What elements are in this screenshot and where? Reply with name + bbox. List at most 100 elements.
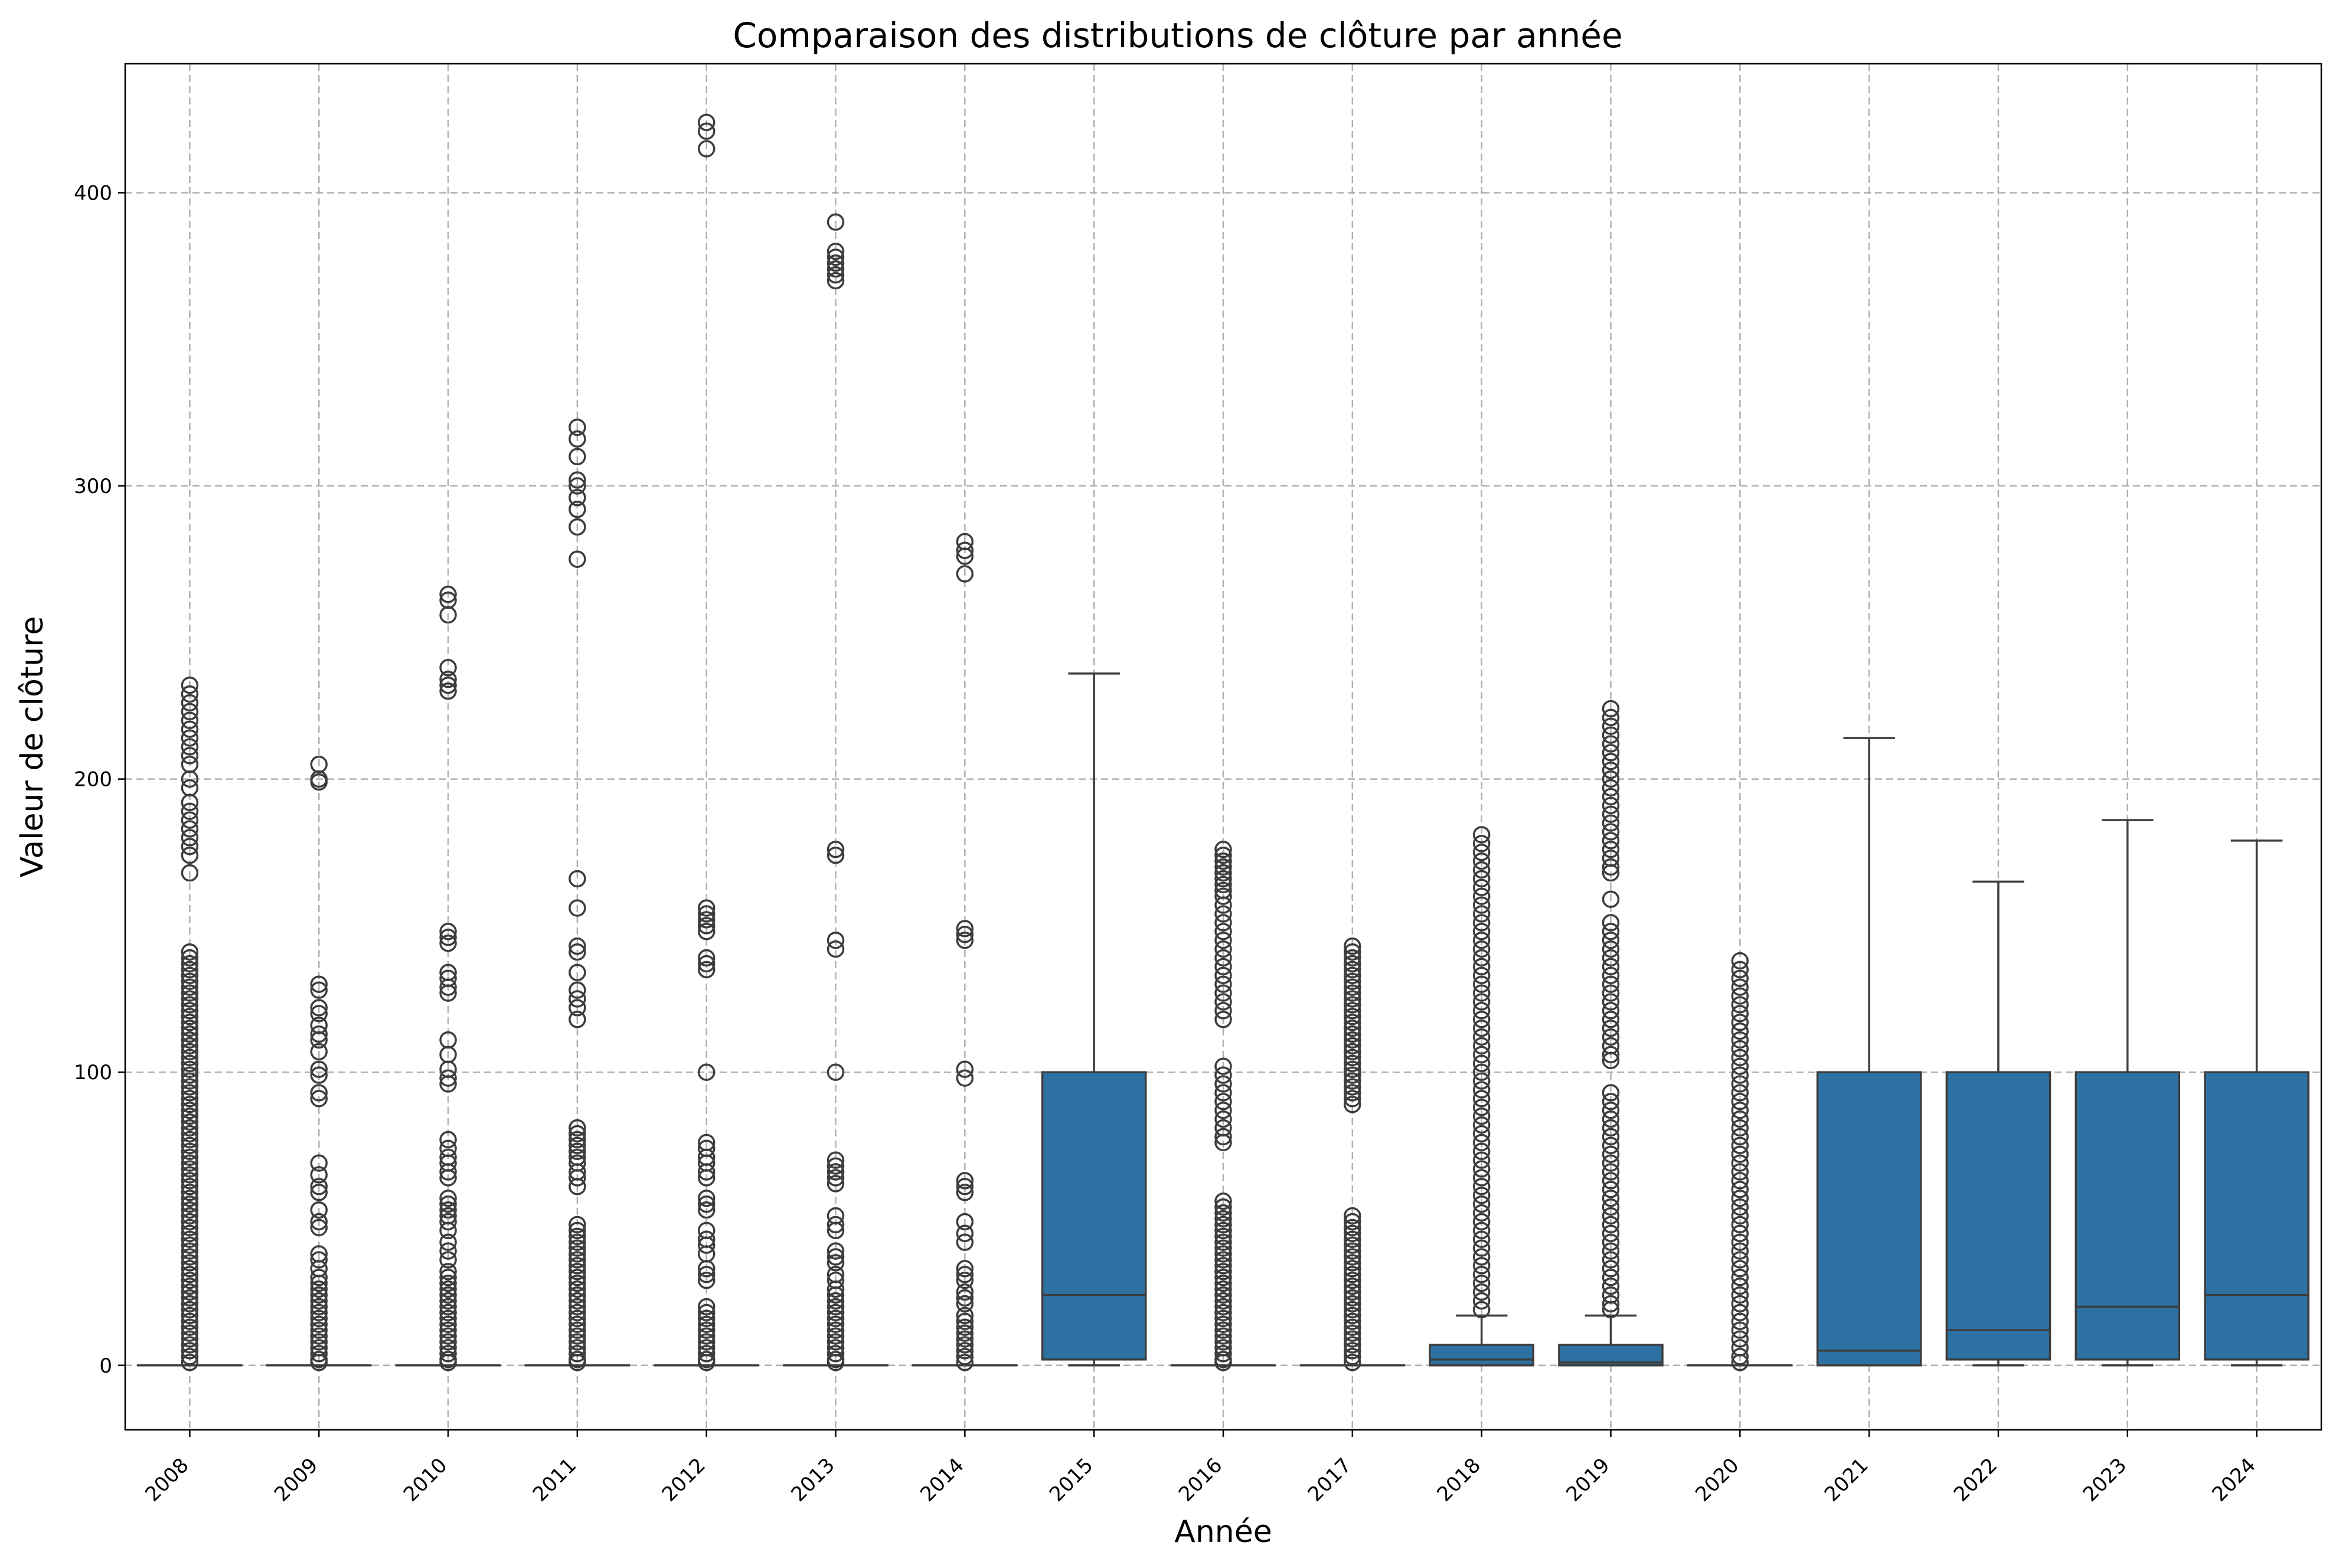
outlier-point [1731, 1057, 1749, 1076]
outlier-point [1214, 1011, 1232, 1028]
outlier-point [569, 1354, 586, 1371]
outlier-point [1602, 1093, 1620, 1110]
outlier-point [439, 1233, 457, 1251]
outlier-point [439, 1189, 457, 1207]
outlier-point [697, 1298, 716, 1316]
outlier-point [1602, 1260, 1620, 1278]
outlier-point [310, 1251, 328, 1269]
outlier-point [956, 1306, 974, 1325]
x-tick-label: 2022 [1949, 1453, 2002, 1506]
outlier-point [1731, 1321, 1749, 1339]
outlier-point [569, 1169, 586, 1187]
outlier-point [1472, 1169, 1491, 1187]
outlier-point [1214, 887, 1232, 905]
outlier-point [1602, 1198, 1620, 1216]
outlier-point [310, 1280, 328, 1298]
outlier-point [1214, 1304, 1232, 1322]
outlier-point [1602, 1216, 1620, 1234]
outlier-point [569, 489, 586, 507]
outlier-point [181, 1008, 199, 1025]
outlier-point [1214, 1263, 1232, 1280]
x-tick-label: 2013 [786, 1453, 839, 1506]
outlier-point [1472, 844, 1491, 861]
outlier-point [439, 1201, 457, 1219]
outlier-point [1214, 1309, 1232, 1328]
outlier-point [1344, 949, 1361, 967]
outlier-point [439, 929, 457, 946]
outlier-point [569, 1327, 586, 1345]
outlier-point [569, 1131, 586, 1149]
outlier-point [1344, 966, 1361, 985]
outlier-point [1472, 861, 1491, 879]
box-2017 [1299, 937, 1406, 1371]
outlier-point [181, 1277, 199, 1295]
outlier-point [1472, 1037, 1491, 1055]
outlier-point [181, 1312, 199, 1331]
outlier-point [181, 811, 199, 829]
outlier-point [827, 213, 845, 231]
outlier-point [181, 1002, 199, 1020]
outlier-point [181, 1054, 199, 1073]
outlier-point [181, 1266, 199, 1283]
outlier-point [310, 981, 328, 999]
outlier-point [1472, 1178, 1491, 1195]
outlier-point [1602, 796, 1620, 815]
outlier-point [1344, 955, 1361, 973]
outlier-point [1731, 1172, 1749, 1190]
outlier-point [697, 1315, 716, 1333]
outlier-point [181, 793, 199, 812]
outlier-point [1472, 1011, 1491, 1028]
outlier-point [1731, 1066, 1749, 1084]
outlier-point [181, 996, 199, 1014]
outlier-point [439, 1345, 457, 1363]
outlier-point [1472, 1160, 1491, 1178]
outlier-point [1602, 940, 1620, 958]
outlier-point [1214, 1066, 1232, 1084]
outlier-point [697, 911, 716, 929]
outlier-point [956, 1318, 974, 1336]
y-tick-label: 400 [74, 181, 112, 205]
outlier-point [1214, 1298, 1232, 1316]
outlier-point [1344, 1318, 1361, 1336]
outlier-point [1472, 993, 1491, 1011]
outlier-point [1602, 788, 1620, 806]
outlier-point [1344, 1066, 1361, 1084]
box-2013 [783, 213, 888, 1371]
outlier-point [181, 949, 199, 967]
outlier-point [569, 1233, 586, 1251]
outlier-point [310, 1184, 328, 1201]
outlier-point [827, 1248, 845, 1266]
outlier-point [181, 990, 199, 1008]
outlier-point [1214, 846, 1232, 864]
outlier-point [1472, 1046, 1491, 1064]
outlier-point [1731, 1233, 1749, 1251]
outlier-point [569, 1251, 586, 1269]
outlier-point [1214, 876, 1232, 894]
outlier-point [1731, 952, 1749, 970]
outlier-point [569, 1239, 586, 1257]
outlier-point [1214, 966, 1232, 985]
outlier-point [181, 1318, 199, 1336]
outlier-point [1214, 1133, 1232, 1152]
outlier-point [1731, 1014, 1749, 1031]
outlier-point [1602, 753, 1620, 770]
outlier-point [1602, 1051, 1620, 1070]
outlier-point [956, 1260, 974, 1278]
y-tick-label: 200 [74, 768, 112, 792]
outlier-point [1344, 1306, 1361, 1325]
outlier-point [569, 1136, 586, 1155]
outlier-point [697, 1189, 716, 1207]
outlier-point [1602, 744, 1620, 762]
outlier-point [956, 1224, 974, 1243]
outlier-point [956, 1272, 974, 1289]
outlier-point [956, 565, 974, 583]
outlier-point [181, 1295, 199, 1313]
outlier-point [697, 1201, 716, 1219]
outlier-point [1731, 1354, 1749, 1371]
outlier-point [1731, 1022, 1749, 1040]
outlier-point [956, 931, 974, 949]
outlier-point [956, 547, 974, 565]
outlier-point [1602, 1295, 1620, 1313]
outlier-point [181, 1178, 199, 1195]
outlier-point [1731, 1216, 1749, 1234]
